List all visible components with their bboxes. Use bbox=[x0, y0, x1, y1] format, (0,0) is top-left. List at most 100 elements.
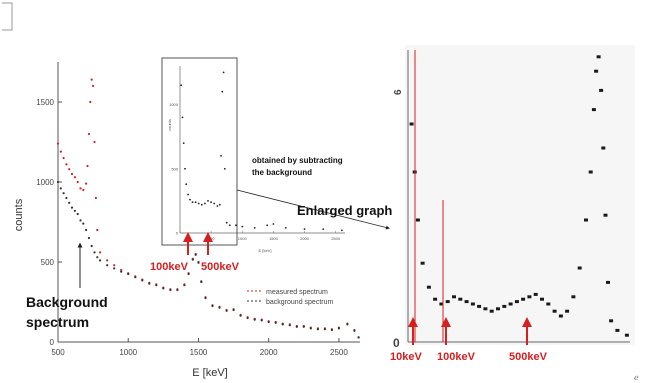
enlarged-y-tick-top: 6 bbox=[393, 89, 404, 95]
enlarged-point-30 bbox=[588, 170, 593, 174]
measured-point-16 bbox=[93, 140, 96, 144]
corner-bracket-icon bbox=[2, 2, 13, 31]
enlarged-point-33 bbox=[596, 55, 601, 59]
inset-point-29 bbox=[303, 228, 306, 231]
background-point-12 bbox=[90, 244, 93, 248]
inset-point-4 bbox=[185, 183, 188, 186]
background-point-48 bbox=[309, 327, 312, 330]
inset-point-15 bbox=[216, 205, 219, 207]
inset-point-16 bbox=[218, 203, 221, 206]
legend-measured-label: measured spectrum bbox=[266, 289, 328, 296]
background-point-47 bbox=[302, 325, 305, 328]
inset-point-7 bbox=[191, 201, 194, 204]
enlarged-point-37 bbox=[606, 280, 610, 284]
background-point-14 bbox=[96, 256, 99, 259]
enlarged-point-15 bbox=[496, 307, 500, 311]
measured-point-11 bbox=[86, 164, 89, 168]
background-annotation-line2: spectrum bbox=[26, 314, 89, 330]
inset-point-12 bbox=[207, 200, 209, 202]
inset-point-21 bbox=[225, 221, 228, 224]
inset-point-24 bbox=[241, 225, 244, 228]
measured-point-9 bbox=[82, 188, 85, 192]
main-y-tick-label-2: 1000 bbox=[36, 178, 54, 187]
background-point-45 bbox=[288, 324, 291, 327]
measured-point-7 bbox=[76, 180, 79, 184]
background-point-37 bbox=[232, 308, 235, 312]
enlarged-point-38 bbox=[609, 319, 614, 323]
background-point-33 bbox=[204, 296, 207, 300]
main-x-tick-label-2: 1500 bbox=[190, 348, 208, 357]
measured-point-10 bbox=[85, 182, 88, 185]
measured-point-17 bbox=[94, 196, 97, 200]
background-annotation-line1: Background bbox=[26, 294, 108, 310]
measured-point-22 bbox=[120, 268, 123, 272]
background-point-46 bbox=[295, 325, 298, 328]
enlarged-pointer-line bbox=[236, 189, 390, 230]
background-point-55 bbox=[357, 336, 360, 339]
background-point-1 bbox=[59, 187, 62, 190]
enlarged-point-24 bbox=[552, 309, 557, 313]
enlarged-point-22 bbox=[540, 297, 544, 301]
enlarged-point-13 bbox=[483, 307, 488, 311]
background-point-54 bbox=[353, 329, 356, 332]
main-y-tick-label-1: 500 bbox=[41, 258, 55, 267]
inset-x-tick-label-4: 2000 bbox=[300, 236, 310, 241]
background-point-10 bbox=[85, 228, 88, 232]
background-point-17 bbox=[113, 267, 116, 270]
inset-point-23 bbox=[235, 224, 237, 227]
enlarged-point-10 bbox=[464, 300, 469, 304]
enlarged-label-100kev: 100keV bbox=[437, 351, 476, 363]
background-point-0 bbox=[56, 180, 60, 184]
measured-point-5 bbox=[70, 172, 74, 176]
background-point-9 bbox=[82, 222, 85, 225]
background-point-42 bbox=[267, 320, 270, 324]
inset-point-0 bbox=[180, 84, 183, 87]
enlarged-point-35 bbox=[601, 146, 606, 150]
enlarged-point-39 bbox=[615, 328, 620, 332]
inset-series-points bbox=[180, 71, 343, 232]
inset-point-14 bbox=[213, 202, 216, 205]
main-series-points bbox=[56, 78, 360, 339]
enlarged-point-5 bbox=[433, 297, 438, 301]
main-x-axis-label: E [keV] bbox=[192, 367, 227, 379]
background-point-38 bbox=[239, 314, 242, 317]
inset-point-28 bbox=[284, 227, 287, 229]
measured-point-3 bbox=[65, 163, 68, 166]
inset-x-tick-label-2: 1000 bbox=[238, 236, 248, 241]
inset-point-30 bbox=[322, 228, 325, 231]
enlarged-point-27 bbox=[571, 295, 576, 299]
background-point-26 bbox=[176, 288, 179, 292]
inset-point-22 bbox=[228, 224, 231, 227]
inset-point-31 bbox=[341, 229, 343, 232]
main-x-tick-label-3: 2000 bbox=[260, 348, 278, 357]
inset-subtracted-chart: 0 500 1000 500 1000 1500 2000 2500 counts E [k… bbox=[150, 57, 345, 273]
inset-point-11 bbox=[204, 202, 206, 205]
inset-label-100kev: 100keV bbox=[150, 261, 189, 273]
enlarged-point-25 bbox=[558, 314, 563, 318]
enlarged-label-10kev: 10keV bbox=[390, 351, 422, 363]
measured-point-4 bbox=[68, 168, 71, 171]
background-point-22 bbox=[148, 282, 151, 285]
enlarged-point-40 bbox=[624, 333, 629, 337]
background-point-11 bbox=[87, 236, 90, 240]
main-y-tick-label-0: 0 bbox=[50, 338, 55, 347]
inset-y-axis-label: counts bbox=[167, 119, 172, 131]
enlarged-point-7 bbox=[445, 300, 450, 304]
background-point-15 bbox=[99, 259, 102, 262]
background-point-50 bbox=[323, 328, 326, 331]
background-point-5 bbox=[70, 206, 74, 209]
enlarged-point-18 bbox=[514, 300, 519, 304]
enlarged-point-4 bbox=[426, 285, 431, 289]
enlarged-point-14 bbox=[489, 309, 494, 313]
main-y-axis-label: counts bbox=[13, 198, 25, 231]
enlarged-point-23 bbox=[546, 302, 551, 306]
enlarged-chart: 6 0 10keV 100keV 500keV bbox=[390, 45, 635, 363]
background-point-35 bbox=[218, 306, 221, 309]
measured-point-8 bbox=[79, 187, 82, 190]
main-legend: measured spectrum background spectrum bbox=[247, 289, 333, 306]
inset-y-tick-label-1: 500 bbox=[171, 166, 178, 171]
inset-label-500kev: 500keV bbox=[201, 261, 240, 273]
measured-point-20 bbox=[106, 259, 109, 262]
enlarged-point-16 bbox=[502, 304, 507, 308]
